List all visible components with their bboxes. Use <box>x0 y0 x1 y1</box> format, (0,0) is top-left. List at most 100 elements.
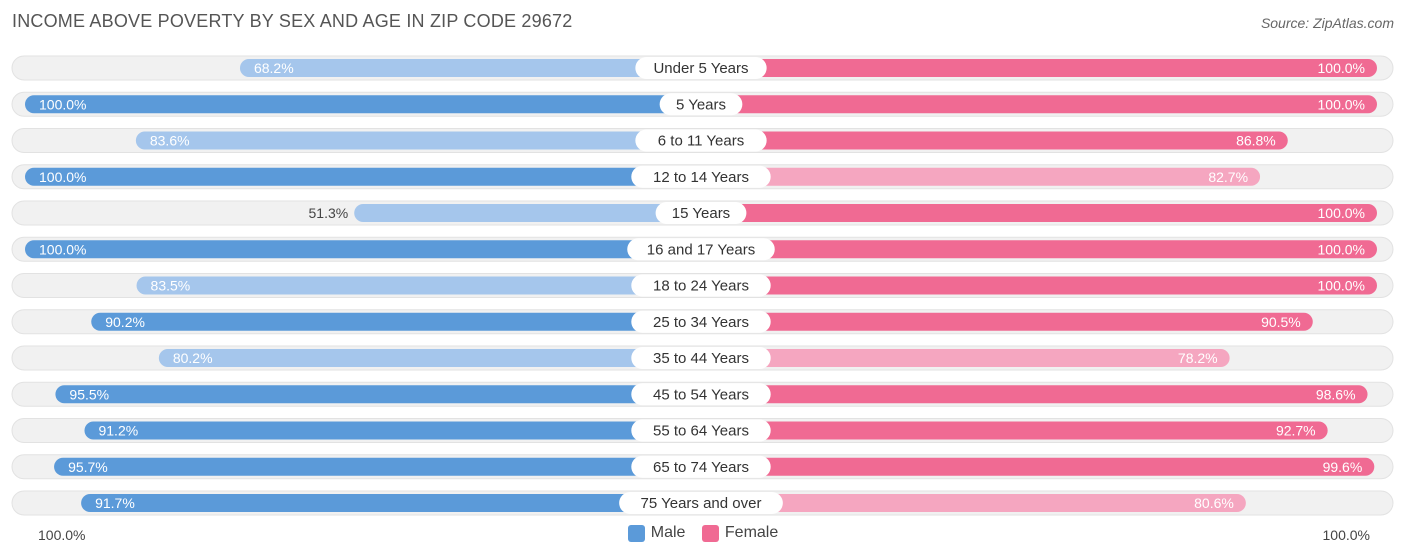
category-label: 75 Years and over <box>641 495 762 512</box>
legend: Male Female <box>0 524 1406 547</box>
female-bar <box>701 167 1261 186</box>
male-value-label: 83.6% <box>150 133 190 149</box>
female-value-label: 100.0% <box>1318 96 1365 112</box>
female-bar <box>701 240 1377 259</box>
male-value-label: 83.5% <box>151 278 191 294</box>
female-value-label: 90.5% <box>1261 314 1301 330</box>
male-bar <box>158 349 701 367</box>
category-label: 35 to 44 Years <box>653 350 749 367</box>
female-value-label: 98.6% <box>1316 386 1356 402</box>
male-value-label: 100.0% <box>39 241 86 257</box>
source-note: Source: ZipAtlas.com <box>1260 15 1394 31</box>
category-label-background <box>631 419 771 442</box>
bar-row: 95.5% 98.6% 45 to 54 Years <box>11 381 1394 407</box>
male-bar <box>84 421 702 440</box>
female-value-label: 100.0% <box>1318 278 1365 294</box>
category-label-background <box>631 274 771 297</box>
diverging-bar-chart: 68.2% 100.0% Under 5 Years 100.0% 100.0% 5 Ye… <box>11 55 1394 516</box>
female-bar <box>701 421 1328 440</box>
bar-row: 100.0% 100.0% 5 Years <box>11 91 1394 117</box>
bar-row: 100.0% 100.0% 16 and 17 Years <box>11 236 1394 262</box>
male-bar <box>136 276 702 295</box>
female-bar <box>701 494 1246 512</box>
category-label: Under 5 Years <box>653 60 748 77</box>
bar-row: 51.3% 100.0% 15 Years <box>11 200 1394 226</box>
male-value-label: 68.2% <box>254 60 294 76</box>
bar-row: 83.6% 86.8% 6 to 11 Years <box>11 128 1394 153</box>
category-label-background <box>627 238 775 261</box>
female-value-label: 100.0% <box>1318 60 1365 76</box>
female-bar <box>701 312 1313 331</box>
category-label: 15 Years <box>672 205 730 222</box>
legend-swatch-male <box>627 524 645 542</box>
category-label-background <box>659 93 743 116</box>
male-bar <box>25 167 701 186</box>
female-bar <box>701 457 1375 476</box>
female-bar <box>701 349 1230 367</box>
male-value-label: 51.3% <box>309 205 349 221</box>
male-value-label: 100.0% <box>39 169 86 185</box>
female-value-label: 86.8% <box>1236 133 1276 149</box>
bar-row: 90.2% 90.5% 25 to 34 Years <box>11 309 1394 335</box>
category-label-background <box>635 129 767 152</box>
category-label: 65 to 74 Years <box>653 459 749 476</box>
legend-item-male: Male <box>627 524 686 542</box>
male-value-label: 100.0% <box>39 96 86 112</box>
axis-label-left: 100.0% <box>38 527 86 543</box>
legend-label-male: Male <box>650 524 686 541</box>
male-bar <box>54 457 702 476</box>
category-label-background <box>655 202 747 224</box>
bar-row: 83.5% 100.0% 18 to 24 Years <box>11 273 1394 298</box>
female-value-label: 99.6% <box>1323 459 1363 475</box>
male-bar <box>135 131 701 150</box>
female-value-label: 100.0% <box>1318 205 1365 221</box>
male-bar <box>354 204 701 222</box>
category-label: 6 to 11 Years <box>658 133 744 150</box>
category-label-background <box>631 383 771 406</box>
chart-title: INCOME ABOVE POVERTY BY SEX AND AGE IN Z… <box>12 11 573 31</box>
category-label: 5 Years <box>676 96 726 113</box>
male-value-label: 95.7% <box>68 459 108 475</box>
legend-swatch-female <box>701 524 719 542</box>
category-label: 25 to 34 Years <box>653 314 749 331</box>
male-bar <box>55 385 702 404</box>
male-bar <box>239 59 701 77</box>
axis-label-right: 100.0% <box>1322 527 1370 543</box>
bar-row: 80.2% 78.2% 35 to 44 Years <box>11 345 1394 371</box>
category-label-background <box>631 347 771 369</box>
female-value-label: 82.7% <box>1208 169 1248 185</box>
category-label-background <box>631 165 771 188</box>
female-value-label: 78.2% <box>1178 350 1218 366</box>
category-label: 55 to 64 Years <box>653 423 749 440</box>
male-bar <box>25 95 701 114</box>
female-bar <box>701 59 1377 77</box>
category-label-background <box>631 310 771 333</box>
category-label: 45 to 54 Years <box>653 386 749 403</box>
female-bar <box>701 95 1377 114</box>
female-bar <box>701 385 1368 404</box>
male-bar <box>91 312 702 331</box>
category-label: 16 and 17 Years <box>647 241 755 258</box>
category-label: 12 to 14 Years <box>653 169 749 186</box>
bar-row: 91.7% 80.6% 75 Years and over <box>11 490 1394 516</box>
male-value-label: 80.2% <box>173 350 213 366</box>
category-label-background <box>631 455 771 478</box>
male-value-label: 91.7% <box>95 495 135 511</box>
category-label-background <box>635 57 767 79</box>
male-value-label: 91.2% <box>98 423 138 439</box>
category-label: 18 to 24 Years <box>653 278 749 295</box>
female-value-label: 92.7% <box>1276 423 1316 439</box>
female-bar <box>701 204 1377 222</box>
legend-item-female: Female <box>701 524 779 542</box>
bar-row: 68.2% 100.0% Under 5 Years <box>11 55 1394 81</box>
male-value-label: 95.5% <box>69 386 109 402</box>
legend-label-female: Female <box>724 524 779 541</box>
male-bar <box>81 494 701 512</box>
female-bar <box>701 276 1377 295</box>
male-value-label: 90.2% <box>105 314 145 330</box>
bar-row: 100.0% 82.7% 12 to 14 Years <box>11 164 1394 190</box>
female-value-label: 100.0% <box>1318 241 1365 257</box>
female-bar <box>701 131 1288 150</box>
category-label-background <box>619 492 783 514</box>
bar-row: 91.2% 92.7% 55 to 64 Years <box>11 418 1394 443</box>
